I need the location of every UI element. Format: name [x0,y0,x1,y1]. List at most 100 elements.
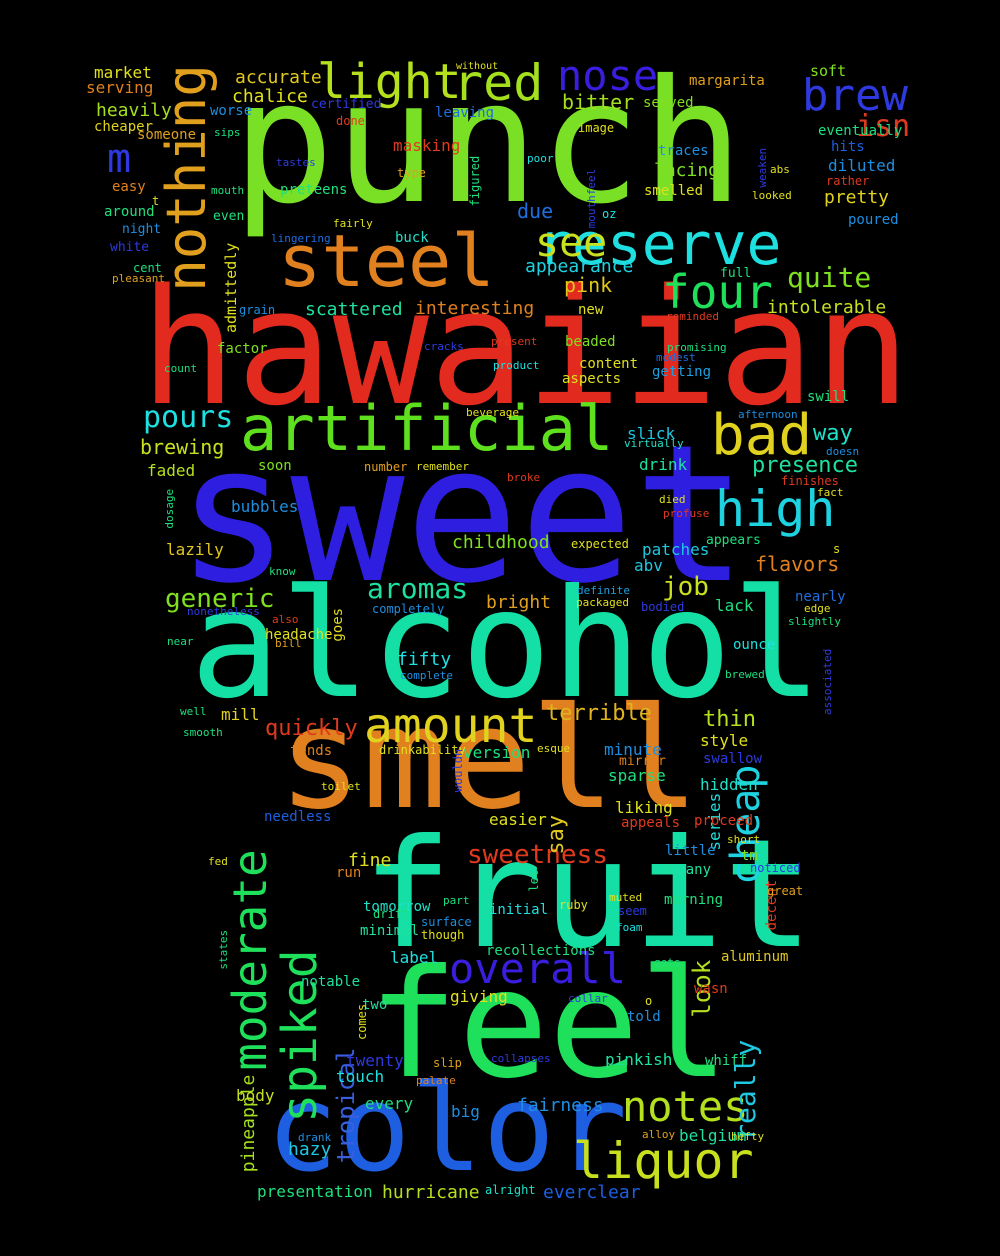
word-giving: giving [450,987,508,1006]
word-dosage: dosage [163,488,176,529]
word-drink: drink [639,455,688,474]
word-collapses: collapses [491,1052,551,1065]
word-complete: complete [400,669,453,682]
word-alcohol: alcohol [190,558,823,732]
word-smooth: smooth [183,726,223,739]
word-virtually: virtually [624,437,684,450]
word-everclear: everclear [543,1182,641,1203]
word-lazily: lazily [166,540,224,559]
word-noticed: noticed [750,861,801,875]
word-mill: mill [221,705,260,724]
word-palate: palate [416,1074,456,1087]
word-patches: patches [642,540,710,559]
word-morning: morning [664,892,724,908]
word-aromas: aromas [367,572,469,605]
word-say: say [544,814,569,855]
word-masking: masking [393,136,461,155]
word-amount: amount [364,698,538,754]
word-done: done [336,114,365,128]
word-know: know [269,565,296,578]
word-swallow: swallow [703,751,763,767]
word-reminded: reminded [666,310,719,323]
word-swill: swill [807,389,850,405]
word-doesn: doesn [826,445,860,458]
word-pink: pink [564,273,613,297]
word-t: t [152,194,160,208]
word-rather: rather [826,174,870,188]
word-s: s [833,542,841,556]
word-high: high [715,480,836,538]
word-tm: tm [741,848,758,864]
word-full: full [720,266,752,281]
word-see: see [535,220,608,266]
word-style: style [700,731,749,750]
word-buck: buck [395,230,429,246]
word-product: product [493,359,540,372]
word-beaded: beaded [565,334,616,350]
word-two: two [362,997,388,1013]
word-expected: expected [571,537,629,551]
word-m: m [107,136,132,182]
word-admittedly: admittedly [222,242,240,333]
word-terrible: terrible [546,701,652,726]
word-hits: hits [831,139,865,155]
word-brewing: brewing [140,435,225,459]
word-faded: faded [147,461,196,480]
word-goes: goes [330,607,346,642]
word-easier: easier [489,810,547,829]
word-sweet: sweet [176,404,748,625]
word-near: near [167,635,194,648]
word-bad: bad [711,403,813,468]
word-broke: broke [507,471,541,484]
word-twenty: twenty [346,1051,404,1070]
word-quite: quite [787,261,872,294]
word-version: version [463,743,531,762]
word-appearance: appearance [525,256,634,277]
word-fairness: fairness [517,1095,604,1116]
word-fairly: fairly [333,217,373,230]
word-fifty: fifty [397,649,452,670]
word-wouldn: wouldn [451,748,465,793]
word-short: short [727,833,761,846]
word-type: type [397,166,426,180]
word-interesting: interesting [415,298,535,319]
word-bright: bright [486,592,552,613]
word-serving: serving [86,78,154,97]
word-nearly: nearly [795,589,846,605]
word-liking: liking [615,798,673,817]
word-bodied: bodied [641,600,685,614]
word-muted: muted [609,891,643,904]
word-appeals: appeals [621,815,681,831]
word-brewed: brewed [725,668,765,681]
word-hurricane: hurricane [382,1182,480,1203]
word-market: market [94,63,152,82]
word-finishes: finishes [781,474,839,488]
word-little: little [665,843,716,859]
word-soft: soft [810,62,847,80]
word-moderate: moderate [223,849,277,1071]
word-presence: presence [752,453,858,478]
word-certified: certified [311,97,382,112]
word-needless: needless [264,809,332,825]
word-beverage: beverage [466,406,519,419]
word-surface: surface [421,915,472,929]
word-promising: promising [667,341,727,354]
word-way: way [813,421,853,446]
word-nothing: nothing [155,64,218,292]
word-initial: initial [489,902,549,918]
word-lingering: lingering [271,232,331,245]
word-margarita: margarita [689,73,765,89]
word-esque: esque [537,742,571,755]
word-cracks: cracks [424,340,464,353]
word-run: run [336,865,362,881]
word-appears: appears [706,533,761,548]
word-whiff: whiff [705,1053,748,1069]
word-tomorrow: tomorrow [363,899,431,915]
word-drift: drift [373,907,410,921]
word-preteens: preteens [280,182,348,198]
word-color: color [266,1060,628,1199]
word-sweetness: sweetness [467,840,608,870]
word-well: well [180,705,207,718]
word-four: four [662,265,773,319]
